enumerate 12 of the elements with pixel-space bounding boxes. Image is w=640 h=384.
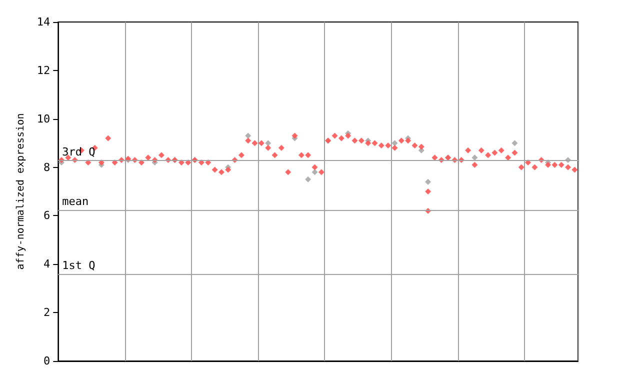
y-axis-title: affy-normalized expression xyxy=(16,113,26,270)
y-tick-label: 8 xyxy=(44,160,50,174)
y-tick-label: 6 xyxy=(44,209,50,222)
y-tick-label: 2 xyxy=(44,306,50,320)
y-tick-label: 4 xyxy=(44,258,51,271)
ref-line-label: 1st Q xyxy=(62,259,96,272)
y-tick-label: 10 xyxy=(36,112,50,126)
y-tick-label: 14 xyxy=(36,16,51,28)
y-tick-label: 0 xyxy=(44,354,50,368)
ref-line-label: 3rd Q xyxy=(62,146,96,159)
y-tick-label: 12 xyxy=(36,64,50,77)
ref-line-label: mean xyxy=(62,195,89,208)
